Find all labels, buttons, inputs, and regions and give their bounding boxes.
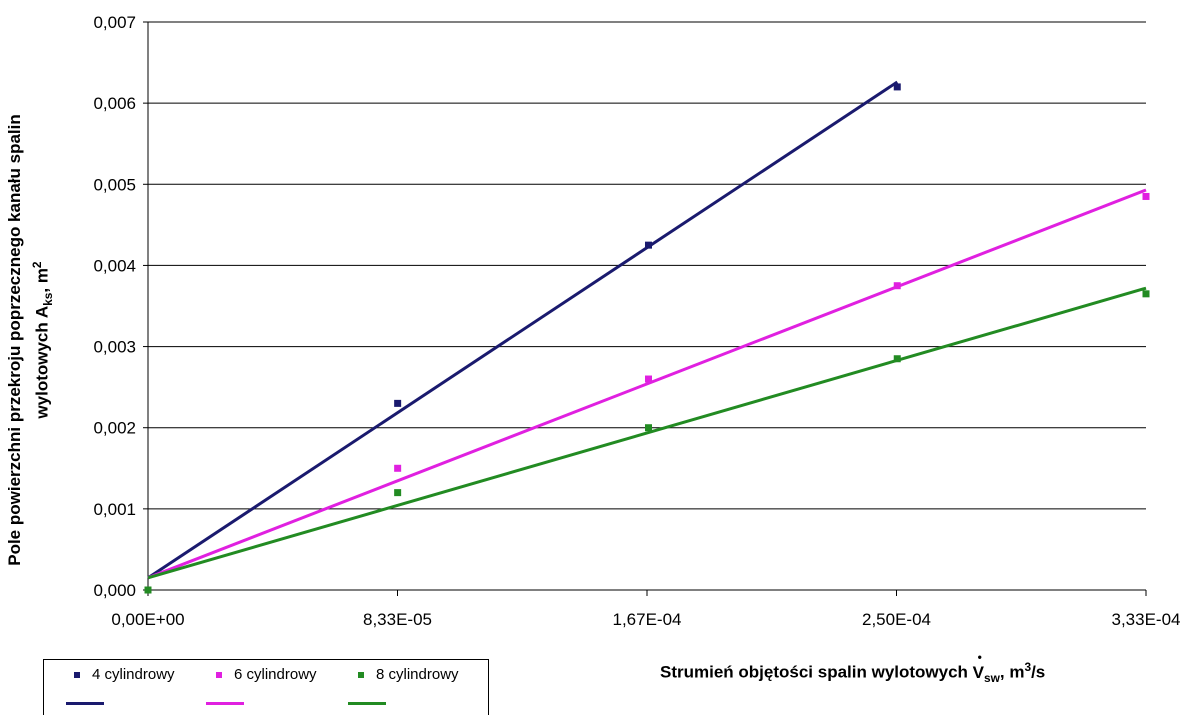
y-tick-label: 0,000 — [93, 581, 136, 600]
legend-marker — [358, 672, 364, 679]
y-tick-label: 0,005 — [93, 175, 136, 194]
data-point-4-cylindrowy — [394, 399, 402, 407]
y-axis-label-line2: wylotowych Aks, m2 — [30, 261, 56, 419]
y-axis-label-line1: Pole powierzchni przekroju poprzecznego … — [5, 114, 25, 566]
legend-line-6-cylindrowy — [206, 702, 244, 705]
x-tick-label: 8,33E-05 — [363, 610, 432, 629]
y-tick-label: 0,001 — [93, 500, 136, 519]
legend-item-6-cylindrowy: 6 cylindrowy — [216, 666, 317, 683]
y-tick-label: 0,002 — [93, 419, 136, 438]
data-point-8-cylindrowy — [144, 586, 152, 594]
trend-lines — [147, 80, 1147, 580]
y-tick-label: 0,004 — [93, 256, 136, 275]
x-tick-label: 1,67E-04 — [613, 610, 682, 629]
legend-marker — [74, 672, 80, 679]
y-tick-label: 0,006 — [93, 94, 136, 113]
data-point-8-cylindrowy — [893, 355, 901, 363]
x-axis-label: Strumień objętości spalin wylotowych Vsw… — [660, 650, 1045, 685]
legend-item-8-cylindrowy: 8 cylindrowy — [358, 666, 459, 683]
trend-line-4-cylindrowy — [147, 80, 899, 580]
legend-line-8-cylindrowy — [348, 702, 386, 705]
data-point-8-cylindrowy — [1142, 290, 1150, 298]
x-tick-label: 3,33E-04 — [1112, 610, 1181, 629]
gridlines — [148, 21, 1146, 510]
data-point-8-cylindrowy — [394, 489, 402, 497]
tick-labels: 0,000 0,001 0,002 0,003 0,004 0,005 0,006 0,007… — [93, 13, 1180, 629]
data-point-6-cylindrowy — [1142, 192, 1150, 200]
axes — [143, 21, 1147, 596]
data-points — [144, 83, 1150, 594]
legend-line-4-cylindrowy — [66, 702, 104, 705]
trend-line-6-cylindrowy — [147, 188, 1147, 580]
legend: 4 cylindrowy 6 cylindrowy 8 cylindrowy — [43, 659, 489, 715]
x-tick-label: 0,00E+00 — [111, 610, 184, 629]
data-point-8-cylindrowy — [644, 424, 652, 432]
data-point-6-cylindrowy — [644, 375, 652, 383]
trend-line-8-cylindrowy — [147, 286, 1147, 580]
data-point-4-cylindrowy — [644, 241, 652, 249]
y-tick-label: 0,003 — [93, 338, 136, 357]
legend-marker — [216, 672, 222, 679]
data-point-4-cylindrowy — [893, 83, 901, 91]
x-tick-label: 2,50E-04 — [862, 610, 931, 629]
data-point-6-cylindrowy — [893, 282, 901, 290]
legend-item-4-cylindrowy: 4 cylindrowy — [74, 666, 175, 683]
data-point-6-cylindrowy — [394, 464, 402, 472]
y-axis-label: Pole powierzchni przekroju poprzecznego … — [0, 90, 72, 590]
y-tick-label: 0,007 — [93, 13, 136, 32]
